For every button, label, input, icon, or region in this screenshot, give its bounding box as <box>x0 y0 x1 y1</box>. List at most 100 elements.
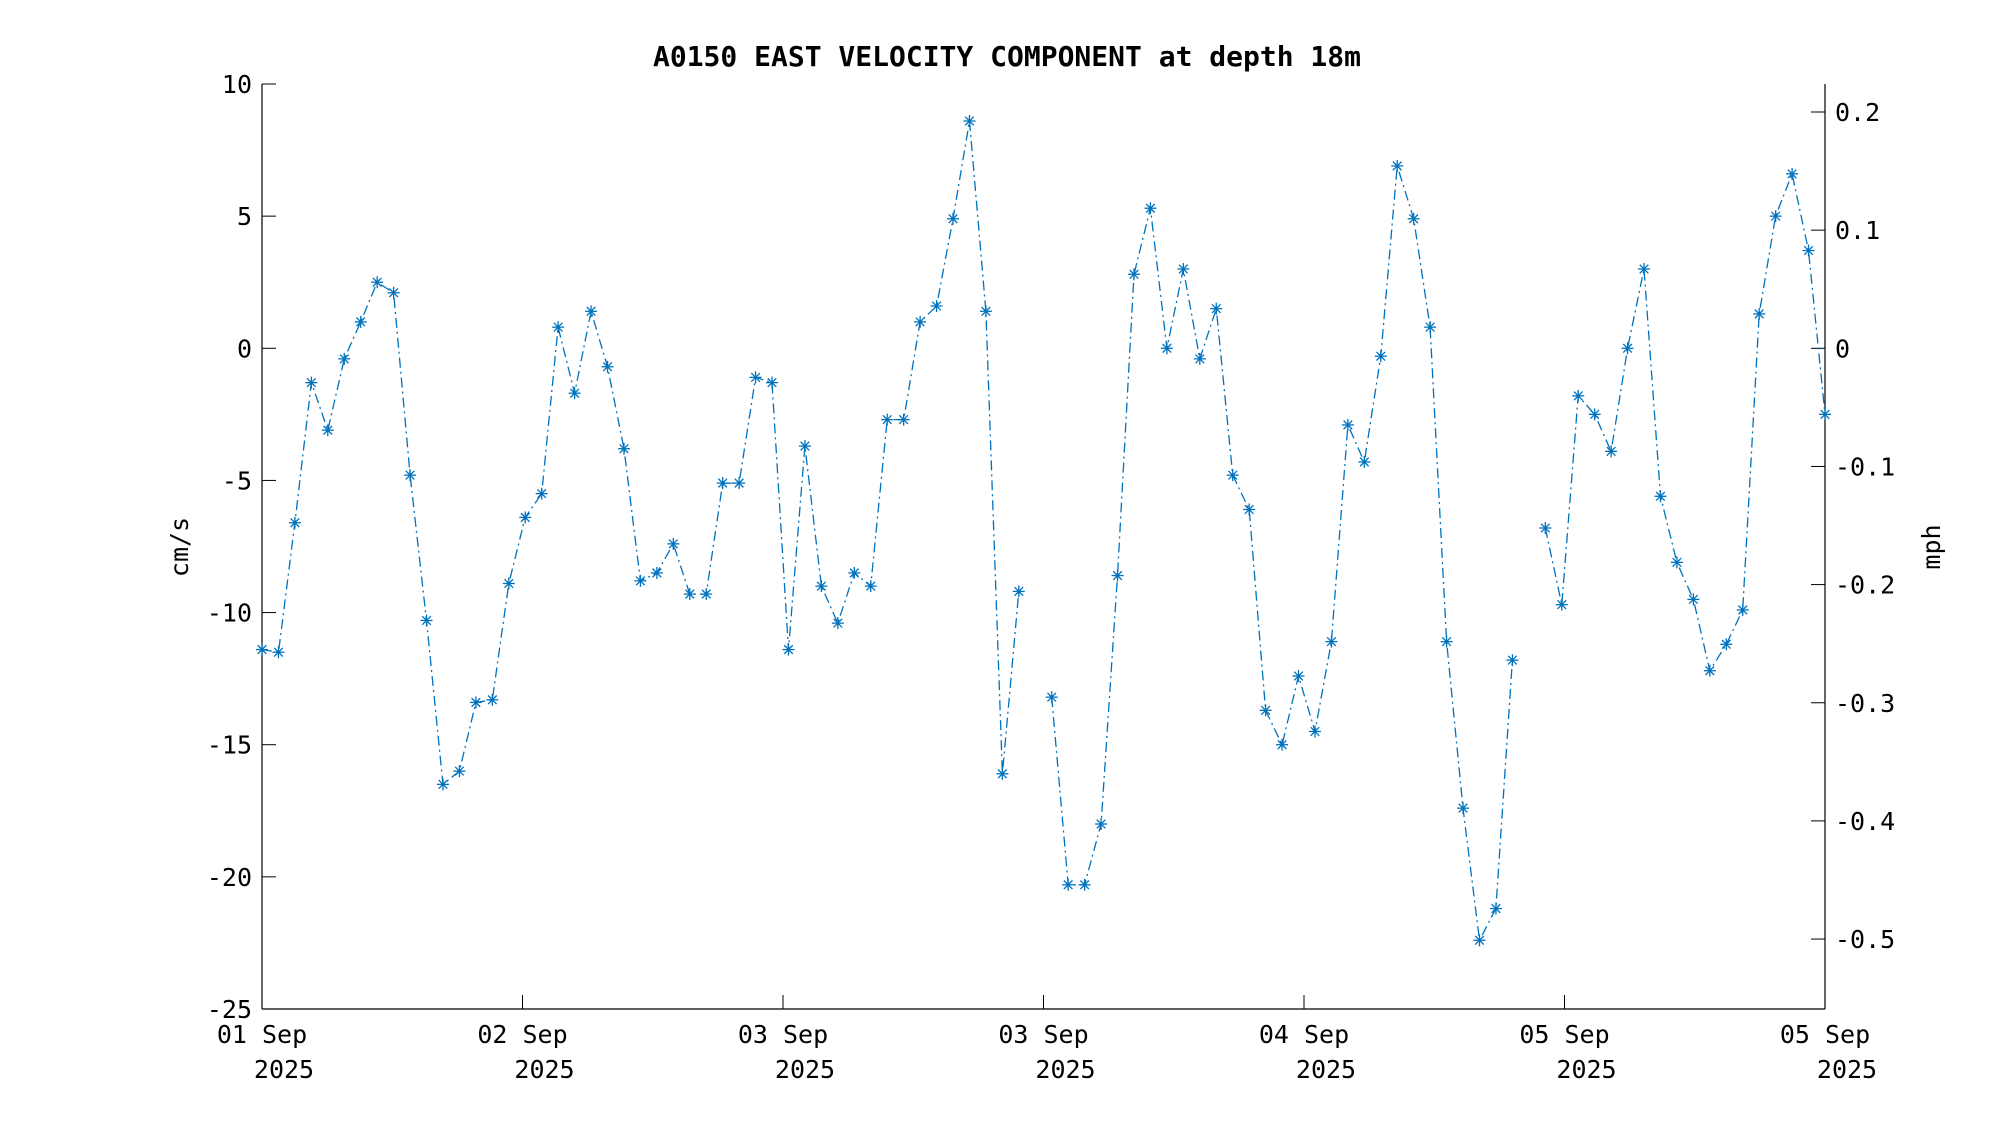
data-point <box>486 693 499 706</box>
data-point <box>1638 263 1651 275</box>
y2-tick-label: -0.4 <box>1835 807 1895 836</box>
plot-axes: 10 5 0 -5 -10 -15 -20 -25 0.2 0.1 0 -0.1 -0.2 -0.3 -0.… <box>207 70 1895 1084</box>
data-point <box>305 376 318 389</box>
series-layer <box>256 115 1831 947</box>
data-point <box>1506 654 1519 667</box>
data-point <box>963 115 976 127</box>
data-point <box>1127 268 1140 281</box>
y-tick-label: -10 <box>207 599 252 628</box>
data-point <box>1391 159 1404 172</box>
data-point <box>1654 490 1667 503</box>
y-tick-label: 5 <box>237 202 252 231</box>
y2-axis-label: mph <box>1917 524 1946 569</box>
data-point <box>1111 569 1124 582</box>
data-point <box>667 537 680 550</box>
data-point <box>1736 603 1749 616</box>
data-point <box>1489 902 1502 915</box>
x-tick-year-label: 2025 <box>1035 1055 1095 1084</box>
data-point <box>766 376 779 389</box>
series-line <box>261 120 1826 943</box>
y2-tick-label: -0.3 <box>1835 689 1895 718</box>
data-point <box>1374 350 1387 363</box>
data-point <box>749 371 762 384</box>
data-point <box>1144 202 1157 215</box>
data-point <box>733 477 746 490</box>
data-point <box>1243 503 1256 516</box>
y2-tick-label: -0.5 <box>1835 925 1895 954</box>
data-point <box>1259 704 1272 717</box>
data-point <box>1062 878 1075 891</box>
data-point <box>930 300 943 312</box>
y2-tick-label: 0.2 <box>1835 98 1880 127</box>
data-point <box>1358 455 1371 468</box>
data-point <box>552 321 565 334</box>
x-tick-year-label: 2025 <box>254 1055 314 1084</box>
data-point <box>1276 738 1289 751</box>
data-point <box>1160 342 1173 355</box>
data-point <box>1802 244 1815 257</box>
y2-tick-label: -0.1 <box>1835 452 1895 481</box>
data-point <box>1753 307 1766 320</box>
data-point <box>1177 263 1190 275</box>
data-point <box>321 424 334 437</box>
data-point <box>568 387 581 400</box>
data-point <box>1078 878 1091 891</box>
data-point <box>1325 635 1338 648</box>
x-tick-label: 03 Sep <box>738 1020 828 1049</box>
data-point <box>601 360 614 373</box>
data-point <box>1193 352 1206 365</box>
data-point <box>798 440 811 453</box>
data-point <box>469 696 482 709</box>
data-point <box>897 413 910 426</box>
data-point <box>1588 408 1601 421</box>
data-point <box>979 305 992 318</box>
data-point <box>288 516 301 529</box>
data-point <box>1012 585 1025 598</box>
data-point <box>1457 802 1470 815</box>
y-tick-label: 10 <box>222 70 252 99</box>
y2-tick-label: 0.1 <box>1835 216 1880 245</box>
y-axis-label: cm/s <box>165 517 194 577</box>
data-point <box>1539 522 1552 534</box>
data-point <box>914 315 927 328</box>
data-point <box>831 617 844 630</box>
data-point <box>1786 167 1799 180</box>
x-tick-year-label: 2025 <box>775 1055 835 1084</box>
data-point <box>1720 638 1733 651</box>
data-point <box>272 646 285 659</box>
data-point <box>996 767 1009 780</box>
data-point <box>881 413 894 426</box>
data-point <box>1670 556 1683 569</box>
data-point <box>1095 818 1108 830</box>
data-point <box>1703 664 1716 677</box>
data-point <box>519 511 532 524</box>
y-tick-label: -25 <box>207 995 252 1024</box>
data-point <box>436 778 449 791</box>
x-tick-label: 05 Sep <box>1519 1020 1609 1049</box>
x-tick-year-label: 2025 <box>1817 1055 1877 1084</box>
x-tick-label: 05 Sep <box>1780 1020 1870 1049</box>
data-point <box>1572 389 1585 402</box>
data-point <box>1440 635 1453 648</box>
y-tick-label: -20 <box>207 863 252 892</box>
data-point <box>947 212 960 225</box>
x-tick-year-label: 2025 <box>1296 1055 1356 1084</box>
y-tick-label: -15 <box>207 731 252 760</box>
data-point <box>371 276 384 289</box>
data-point <box>1424 321 1437 334</box>
data-point <box>453 765 466 778</box>
data-point <box>1687 593 1700 606</box>
chart-title: A0150 EAST VELOCITY COMPONENT at depth 1… <box>653 40 1361 73</box>
x-tick-label: 02 Sep <box>477 1020 567 1049</box>
data-point <box>502 577 515 590</box>
data-point <box>1769 210 1782 223</box>
data-point <box>420 614 433 627</box>
data-point <box>1555 598 1568 611</box>
data-point <box>338 352 351 365</box>
data-point <box>1407 212 1420 225</box>
data-point <box>1226 469 1239 482</box>
data-point <box>585 305 598 318</box>
data-point <box>1210 302 1223 315</box>
y2-tick-label: 0 <box>1835 334 1850 363</box>
